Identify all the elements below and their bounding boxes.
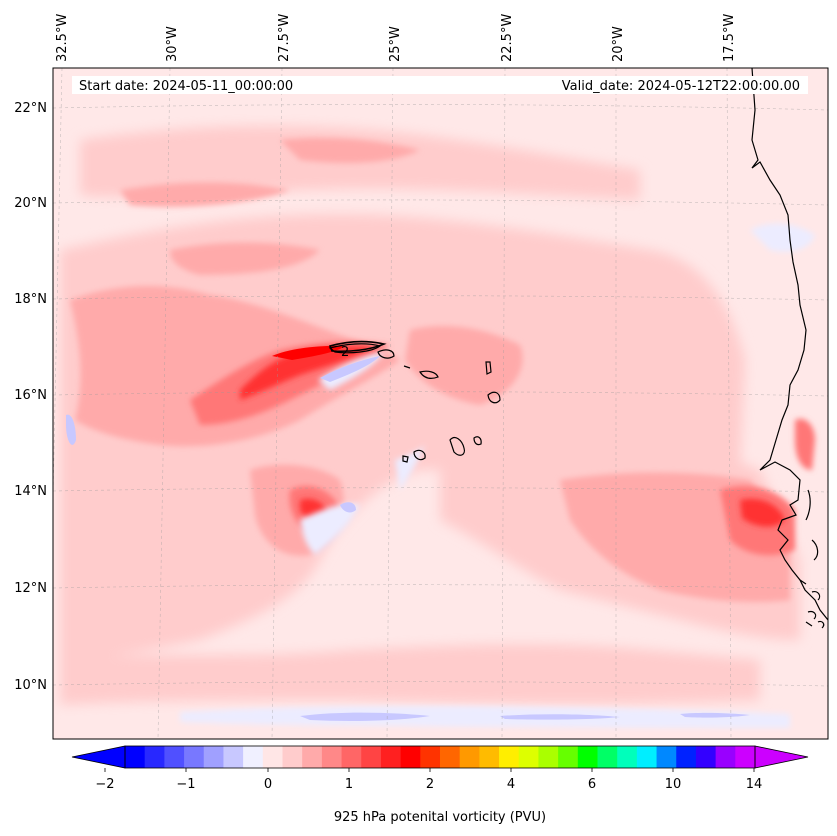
africa-coast xyxy=(751,68,828,621)
colorbar-cell xyxy=(223,746,244,768)
cape-verde-maio xyxy=(473,436,482,446)
map-frame xyxy=(52,67,829,740)
colorbar-cell xyxy=(676,746,697,768)
lon-label: 22.5°W xyxy=(500,14,515,62)
colorbar-cell xyxy=(184,746,205,768)
colorbar-cell xyxy=(164,746,185,768)
colorbar-cell xyxy=(479,746,500,768)
colorbar-ticks xyxy=(104,768,755,772)
colorbar-tick-label: 4 xyxy=(507,777,515,792)
cape-verde-brava xyxy=(402,455,409,463)
colorbar-cell xyxy=(656,746,677,768)
lat-label: 10°N xyxy=(14,678,47,693)
bijagos-islands xyxy=(799,579,825,629)
colorbar-tick-label: 0 xyxy=(264,777,272,792)
map-panel: 2 xyxy=(53,68,828,739)
cape-verde-santa-luzia xyxy=(403,365,439,379)
pv-field-max xyxy=(272,345,345,360)
colorbar-cell xyxy=(262,746,283,768)
colorbar-tick-label: 6 xyxy=(588,777,596,792)
lat-label: 14°N xyxy=(14,484,47,499)
lat-label: 12°N xyxy=(14,581,47,596)
colorbar-cells xyxy=(125,746,756,768)
colorbar-frame xyxy=(124,745,756,769)
cape-verde-fogo xyxy=(413,449,426,461)
colorbar-tick-label: 2 xyxy=(426,777,434,792)
pv-field-mid xyxy=(70,138,790,602)
lon-label: 20°W xyxy=(611,26,626,62)
colorbar-title: 925 hPa potenital vorticity (PVU) xyxy=(334,810,546,825)
colorbar-cell xyxy=(558,746,579,768)
colorbar-cell xyxy=(380,746,402,768)
colorbar-tick-label: 1 xyxy=(345,777,353,792)
colorbar-low-extend xyxy=(71,745,126,769)
coastlines xyxy=(328,68,828,629)
colorbar-cell xyxy=(695,746,717,768)
colorbar-cell xyxy=(321,746,343,768)
header-strip xyxy=(72,76,808,94)
colorbar-cell xyxy=(302,746,323,768)
colorbar-cell xyxy=(203,746,224,768)
lon-label: 17.5°W xyxy=(722,14,737,62)
cape-verde-sal xyxy=(485,361,492,375)
colorbar-cell xyxy=(420,746,441,768)
colorbar-cell xyxy=(518,746,539,768)
colorbar-cell xyxy=(715,746,736,768)
colorbar-tick-label: −1 xyxy=(176,777,195,792)
lat-label: 20°N xyxy=(14,196,47,211)
cape-verde-boa-vista xyxy=(487,391,501,404)
contour-label: 2 xyxy=(341,345,349,360)
colorbar-high-extend xyxy=(754,745,809,769)
colorbar-cell xyxy=(144,746,165,768)
colorbar-cell xyxy=(361,746,382,768)
colorbar-cell xyxy=(459,746,480,768)
colorbar-cell xyxy=(125,746,146,768)
lat-label: 18°N xyxy=(14,292,47,307)
cape-verde-sao-vicente xyxy=(377,349,395,359)
pv-field-negative xyxy=(66,356,750,721)
colorbar-cell xyxy=(538,746,559,768)
senegal-river-coast xyxy=(805,489,819,561)
lon-label: 27.5°W xyxy=(277,14,292,62)
colorbar-cell xyxy=(341,746,362,768)
colorbar-cell xyxy=(577,746,598,768)
colorbar-cell xyxy=(282,746,303,768)
contour-2pvu xyxy=(328,340,387,353)
colorbar-cell xyxy=(400,746,421,768)
lon-label: 25°W xyxy=(388,26,403,62)
lat-labels: 22°N 20°N 18°N 16°N 14°N 12°N 10°N xyxy=(14,101,47,693)
colorbar: −2 −1 0 1 2 4 6 10 14 925 hPa potenital … xyxy=(71,745,809,825)
cape-verde-santiago xyxy=(449,436,465,456)
colorbar-cell xyxy=(440,746,461,768)
lon-label: 30°W xyxy=(165,26,180,62)
colorbar-cell xyxy=(499,746,520,768)
colorbar-tick-label: 14 xyxy=(746,777,763,792)
colorbar-cell xyxy=(735,746,756,768)
colorbar-cell xyxy=(597,746,618,768)
valid-date-label: Valid_date: 2024-05-12T22:00:00.00 xyxy=(562,79,800,94)
lon-label: 32.5°W xyxy=(55,14,70,62)
lon-labels: 32.5°W 30°W 27.5°W 25°W 22.5°W 20°W 17.5… xyxy=(55,14,737,62)
start-date-label: Start date: 2024-05-11_00:00:00 xyxy=(79,79,293,94)
lat-label: 16°N xyxy=(14,388,47,403)
gridlines xyxy=(53,68,828,739)
colorbar-cell xyxy=(636,746,658,768)
colorbar-tick-label: −2 xyxy=(95,777,114,792)
colorbar-cell xyxy=(243,746,264,768)
colorbar-tick-label: 10 xyxy=(665,777,682,792)
colorbar-cell xyxy=(617,746,638,768)
lat-label: 22°N xyxy=(14,101,47,116)
